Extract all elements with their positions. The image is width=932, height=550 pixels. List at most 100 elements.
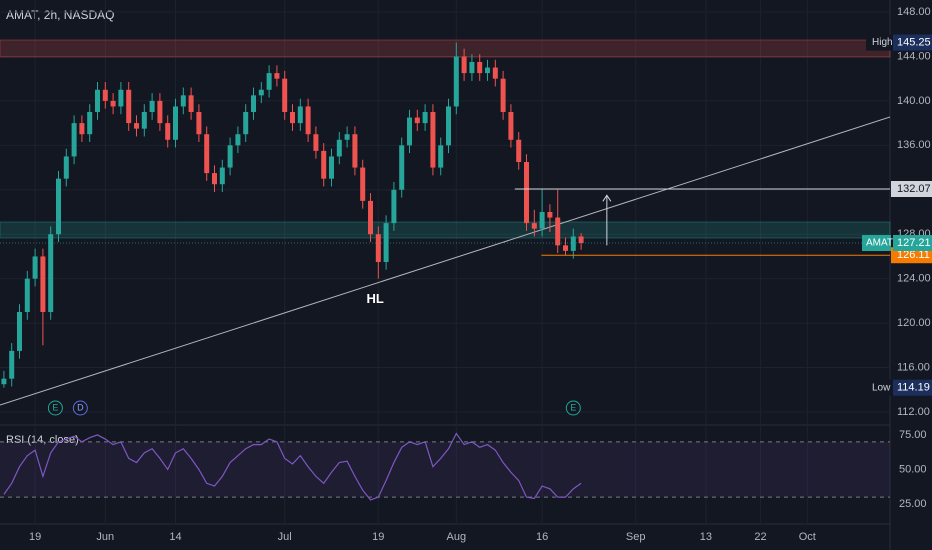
candle-body xyxy=(313,134,319,151)
candle-body xyxy=(32,256,38,279)
candle-body xyxy=(87,112,93,135)
x-tick-label: 19 xyxy=(29,531,41,543)
y-tick-label: 124.00 xyxy=(897,273,931,285)
candle-body xyxy=(539,212,545,229)
candle-body xyxy=(297,106,303,124)
x-tick-label: Sep xyxy=(626,531,646,543)
candle-body xyxy=(524,162,530,224)
candle-body xyxy=(56,178,62,235)
annotation: HL xyxy=(367,291,384,306)
candle-body xyxy=(383,223,389,262)
candle-body xyxy=(79,123,85,135)
candle-body xyxy=(157,100,163,124)
candle-body xyxy=(243,112,249,135)
candle-body xyxy=(17,312,23,351)
candle-body xyxy=(134,123,140,129)
event-icon xyxy=(47,400,63,416)
candle-body xyxy=(24,278,30,312)
level-label: 132.07 xyxy=(897,183,931,195)
candle-body xyxy=(188,95,194,112)
candle-body xyxy=(407,117,413,146)
candle-body xyxy=(516,139,522,162)
candle-body xyxy=(126,89,132,124)
candle-body xyxy=(368,200,374,235)
rsi-tick-label: 25.00 xyxy=(899,498,927,510)
candle-body xyxy=(446,106,452,146)
extreme-label: Low xyxy=(872,382,891,393)
x-tick-label: 19 xyxy=(372,531,384,543)
candle-body xyxy=(290,112,296,124)
x-tick-label: Aug xyxy=(447,531,467,543)
candle-body xyxy=(563,245,569,251)
rsi-title: RSI (14, close) xyxy=(6,434,79,446)
extreme-value: 145.25 xyxy=(897,36,931,48)
candle-body xyxy=(329,156,335,179)
candle-body xyxy=(227,145,233,168)
rsi-tick-label: 50.00 xyxy=(899,463,927,475)
x-tick-label: 16 xyxy=(536,531,548,543)
candle-body xyxy=(477,62,483,74)
candle-body xyxy=(414,117,420,124)
candle-body xyxy=(578,236,584,243)
candle-body xyxy=(235,134,241,146)
y-tick-label: 116.00 xyxy=(897,361,930,373)
candle-body xyxy=(438,145,444,168)
candle-body xyxy=(321,150,327,179)
candle-body xyxy=(258,89,264,96)
candle-body xyxy=(352,134,358,168)
x-tick-label: 22 xyxy=(754,531,766,543)
extreme-badge xyxy=(893,379,932,396)
candle-body xyxy=(508,112,514,140)
y-tick-label: 144.00 xyxy=(897,50,931,62)
rsi-band xyxy=(0,441,890,498)
event-label: D xyxy=(77,402,84,412)
event-icon xyxy=(72,400,88,416)
rsi-tick-label: 75.00 xyxy=(899,429,927,441)
candle-body xyxy=(453,56,459,107)
level-badge xyxy=(891,247,932,264)
level-label: 126.11 xyxy=(897,249,930,261)
candle-body xyxy=(422,112,428,124)
y-tick-label: 148.00 xyxy=(897,6,931,18)
trendline xyxy=(0,116,891,406)
candle-body xyxy=(399,145,405,190)
symbol-label: AMAT xyxy=(866,238,893,249)
symbol-tag xyxy=(862,235,891,251)
extreme-value: 114.19 xyxy=(897,382,930,394)
candle-body xyxy=(180,95,186,107)
extreme-tag xyxy=(866,379,891,396)
candle-body xyxy=(391,189,397,224)
candle-body xyxy=(110,100,116,107)
event-label: E xyxy=(570,402,576,412)
candle-body xyxy=(173,106,179,140)
x-tick-label: Jul xyxy=(278,531,292,543)
candle-body xyxy=(149,100,155,112)
extreme-badge xyxy=(893,34,932,51)
x-tick-label: 14 xyxy=(169,531,181,543)
candle-body xyxy=(555,217,561,246)
current-price-label: 127.21 xyxy=(897,237,931,249)
candle-body xyxy=(492,67,498,79)
x-tick-label: Oct xyxy=(799,531,816,543)
extreme-label: High xyxy=(872,37,893,48)
zone xyxy=(0,39,891,58)
candle-body xyxy=(375,234,381,262)
candle-body xyxy=(48,234,54,312)
candle-body xyxy=(570,236,576,251)
candle-body xyxy=(40,256,46,312)
candle-body xyxy=(9,350,15,379)
candle-body xyxy=(71,123,77,157)
chart-title: AMAT, 2h, NASDAQ xyxy=(6,8,114,22)
candle-body xyxy=(266,73,272,90)
y-tick-label: 112.00 xyxy=(897,406,930,418)
level-badge xyxy=(891,181,932,197)
candle-body xyxy=(485,67,491,74)
x-tick-label: Jun xyxy=(96,531,114,543)
candle-body xyxy=(305,106,311,135)
y-tick-label: 140.00 xyxy=(897,95,931,107)
candle-body xyxy=(102,89,108,101)
candle-body xyxy=(547,212,553,218)
zone xyxy=(0,221,891,239)
